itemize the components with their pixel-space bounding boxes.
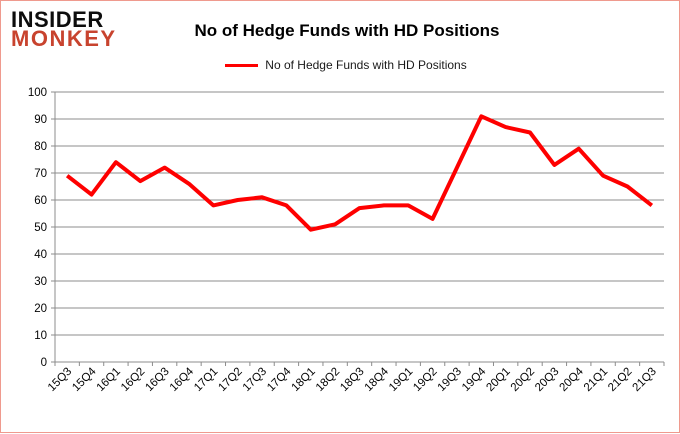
svg-text:50: 50 bbox=[34, 222, 47, 234]
svg-text:20Q4: 20Q4 bbox=[557, 365, 586, 394]
svg-text:15Q4: 15Q4 bbox=[70, 365, 99, 394]
svg-text:18Q2: 18Q2 bbox=[314, 366, 342, 394]
legend-line-swatch-icon bbox=[225, 63, 259, 67]
svg-text:19Q3: 19Q3 bbox=[436, 366, 464, 394]
chart-legend: No of Hedge Funds with HD Positions bbox=[1, 58, 679, 72]
svg-text:19Q2: 19Q2 bbox=[411, 366, 439, 394]
svg-text:18Q4: 18Q4 bbox=[363, 365, 392, 394]
svg-text:20Q1: 20Q1 bbox=[484, 366, 512, 394]
svg-text:17Q2: 17Q2 bbox=[216, 366, 244, 394]
svg-text:16Q2: 16Q2 bbox=[119, 366, 147, 394]
svg-text:90: 90 bbox=[34, 114, 47, 126]
svg-text:18Q3: 18Q3 bbox=[338, 366, 366, 394]
svg-text:60: 60 bbox=[34, 195, 47, 207]
svg-text:21Q2: 21Q2 bbox=[606, 366, 634, 394]
svg-text:20Q3: 20Q3 bbox=[533, 366, 561, 394]
svg-text:40: 40 bbox=[34, 249, 47, 261]
gridlines bbox=[55, 91, 664, 363]
svg-text:16Q4: 16Q4 bbox=[168, 365, 197, 394]
svg-text:21Q3: 21Q3 bbox=[631, 366, 659, 394]
svg-text:19Q1: 19Q1 bbox=[387, 366, 415, 394]
axes bbox=[51, 91, 665, 366]
page-title: No of Hedge Funds with HD Positions bbox=[194, 21, 500, 40]
svg-text:19Q4: 19Q4 bbox=[460, 365, 489, 394]
svg-text:17Q4: 17Q4 bbox=[265, 365, 294, 394]
svg-text:17Q3: 17Q3 bbox=[241, 366, 269, 394]
svg-text:80: 80 bbox=[34, 141, 47, 153]
legend-label: No of Hedge Funds with HD Positions bbox=[265, 58, 467, 72]
svg-text:20: 20 bbox=[34, 303, 47, 315]
svg-text:16Q3: 16Q3 bbox=[143, 366, 171, 394]
logo-text-insider: INSIDER bbox=[11, 7, 104, 32]
svg-text:0: 0 bbox=[41, 357, 47, 369]
svg-text:18Q1: 18Q1 bbox=[290, 366, 318, 394]
series-hd-positions bbox=[65, 114, 654, 232]
svg-text:30: 30 bbox=[34, 276, 47, 288]
hd-positions-line bbox=[65, 114, 654, 232]
logo-text-monkey: MONKEY bbox=[11, 25, 117, 51]
svg-text:10: 10 bbox=[34, 330, 47, 342]
svg-text:16Q1: 16Q1 bbox=[95, 366, 123, 394]
svg-text:100: 100 bbox=[28, 87, 47, 99]
svg-text:21Q1: 21Q1 bbox=[582, 366, 610, 394]
svg-text:20Q2: 20Q2 bbox=[509, 366, 537, 394]
x-axis-labels: 15Q315Q416Q116Q216Q316Q417Q117Q217Q317Q4… bbox=[46, 365, 659, 394]
insider-monkey-logo: INSIDER MONKEY bbox=[11, 7, 117, 51]
svg-text:17Q1: 17Q1 bbox=[192, 366, 220, 394]
y-axis-labels: 0 10 20 30 40 50 60 70 80 90 100 bbox=[28, 87, 47, 369]
svg-text:15Q3: 15Q3 bbox=[46, 366, 74, 394]
svg-text:70: 70 bbox=[34, 168, 47, 180]
